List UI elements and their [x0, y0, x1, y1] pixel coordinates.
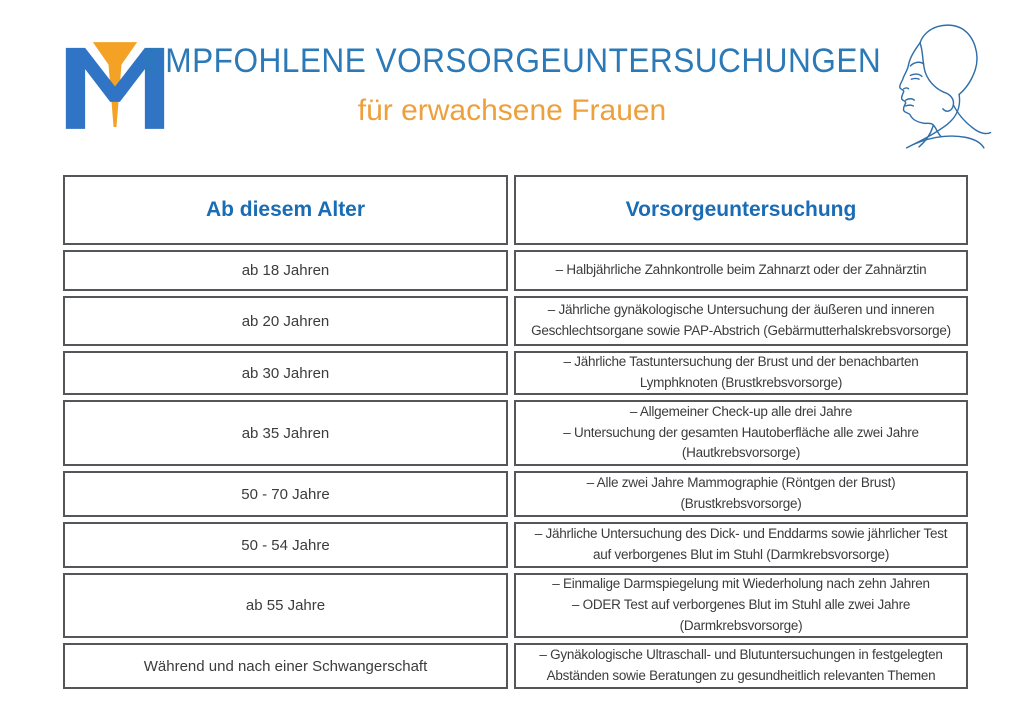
hair-sweep	[919, 42, 955, 112]
procedure-line: – Jährliche Tastuntersuchung der Brust u…	[563, 354, 919, 370]
checkup-table: Ab diesem Alter Vorsorgeuntersuchung ab …	[63, 175, 968, 689]
row-procedure-cell: – Allgemeiner Check-up alle drei Jahre –…	[514, 400, 968, 466]
procedure-line: – Jährliche gynäkologische Untersuchung …	[547, 302, 935, 318]
procedure-line: auf verborgenes Blut im Stuhl (Darmkrebs…	[592, 547, 890, 562]
row-procedure-cell: – Gynäkologische Ultraschall- und Blutun…	[514, 643, 968, 689]
procedure-line: (Darmkrebsvorsorge)	[679, 617, 803, 633]
upper-lip	[904, 98, 915, 101]
age-label: ab 20 Jahren	[241, 312, 330, 330]
procedure-column-header: Vorsorgeuntersuchung	[514, 175, 968, 245]
procedure-line: – Allgemeiner Check-up alle drei Jahre	[629, 403, 853, 419]
row-age-cell: 50 - 70 Jahre	[63, 471, 508, 517]
page-title: EMPFOHLENE VORSORGEUNTERSUCHUNGEN	[143, 42, 881, 80]
neck-back	[913, 93, 961, 145]
procedure-column-header-label: Vorsorgeuntersuchung	[625, 198, 857, 221]
age-column-header: Ab diesem Alter	[63, 175, 508, 245]
procedure-line: – ODER Test auf verborgenes Blut im Stuh…	[571, 597, 911, 613]
face-profile	[899, 42, 942, 138]
row-age-cell: 50 - 54 Jahre	[63, 522, 508, 568]
age-label: ab 55 Jahre	[245, 597, 326, 614]
row-age-cell: ab 55 Jahre	[63, 573, 508, 638]
hair-outline	[919, 24, 978, 96]
procedure-line: – Halbjährliche Zahnkontrolle beim Zahna…	[555, 262, 927, 278]
procedure-line: – Untersuchung der gesamten Hautoberfläc…	[563, 424, 919, 440]
procedure-line: – Alle zwei Jahre Mammographie (Röntgen …	[586, 475, 896, 491]
procedure-line: – Jährliche Untersuchung des Dick- und E…	[534, 526, 948, 542]
eyebrow	[909, 61, 925, 67]
my-monogram-logo-icon	[65, 42, 165, 129]
procedure-line: – Einmalige Darmspiegelung mit Wiederhol…	[552, 576, 930, 592]
row-age-cell: Während und nach einer Schwangerschaft	[63, 643, 508, 689]
row-procedure-cell: – Jährliche Tastuntersuchung der Brust u…	[514, 351, 968, 395]
age-column-header-label: Ab diesem Alter	[205, 198, 366, 221]
procedure-line: (Hautkrebsvorsorge)	[681, 445, 801, 461]
neck-front	[918, 124, 935, 148]
procedure-line: Lymphknoten (Brustkrebsvorsorge)	[639, 375, 843, 390]
age-label: ab 18 Jahren	[241, 262, 330, 279]
page-subtitle: für erwachsene Frauen	[357, 94, 667, 127]
nostril	[903, 87, 910, 90]
header: EMPFOHLENE VORSORGEUNTERSUCHUNGEN für er…	[0, 42, 1024, 128]
row-procedure-cell: – Jährliche Untersuchung des Dick- und E…	[514, 522, 968, 568]
age-label: Während und nach einer Schwangerschaft	[143, 657, 428, 675]
shoulder-line	[905, 135, 985, 149]
lower-lip	[904, 104, 915, 107]
procedure-line: Abständen sowie Beratungen zu gesundheit…	[546, 668, 936, 683]
row-age-cell: ab 18 Jahren	[63, 250, 508, 291]
age-label: 50 - 70 Jahre	[241, 485, 330, 503]
hair-tail	[952, 104, 992, 135]
row-procedure-cell: – Einmalige Darmspiegelung mit Wiederhol…	[514, 573, 968, 638]
age-label: ab 30 Jahren	[241, 364, 330, 382]
row-procedure-cell: – Halbjährliche Zahnkontrolle beim Zahna…	[514, 250, 968, 291]
row-age-cell: ab 35 Jahren	[63, 400, 508, 466]
closed-eye	[909, 73, 923, 78]
age-label: ab 35 Jahren	[241, 424, 330, 442]
row-procedure-cell: – Jährliche gynäkologische Untersuchung …	[514, 296, 968, 346]
row-procedure-cell: – Alle zwei Jahre Mammographie (Röntgen …	[514, 471, 968, 517]
age-label: 50 - 54 Jahre	[241, 536, 330, 554]
procedure-line: (Brustkrebsvorsorge)	[680, 496, 802, 511]
procedure-line: – Gynäkologische Ultraschall- und Blutun…	[539, 647, 943, 663]
eyelid	[910, 77, 920, 80]
row-age-cell: ab 20 Jahren	[63, 296, 508, 346]
logo-y-triangle	[92, 42, 138, 74]
woman-face-line-art-icon	[899, 24, 992, 149]
procedure-line: Geschlechtsorgane sowie PAP-Abstrich (Ge…	[531, 323, 951, 338]
row-age-cell: ab 30 Jahren	[63, 351, 508, 395]
logo-m-shape	[65, 47, 165, 129]
